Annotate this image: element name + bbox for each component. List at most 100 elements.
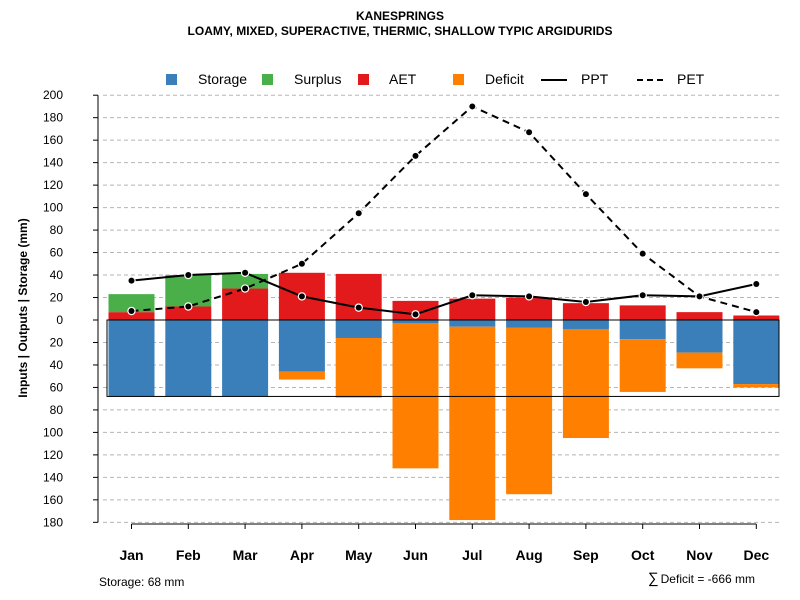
ppt-point bbox=[185, 272, 192, 279]
deficit-footnote-text: Deficit = -666 mm bbox=[660, 572, 755, 586]
legend-swatch-storage bbox=[166, 74, 177, 85]
pet-point bbox=[298, 260, 305, 267]
x-tick-label: Jan bbox=[119, 547, 143, 563]
legend-line-ppt bbox=[541, 79, 567, 81]
storage-capacity-box bbox=[106, 319, 780, 397]
storage-bar bbox=[506, 320, 553, 328]
legend-label-deficit: Deficit bbox=[485, 71, 524, 87]
legend-swatch-aet bbox=[358, 74, 369, 85]
storage-bar bbox=[392, 320, 439, 324]
pet-point bbox=[753, 309, 760, 316]
chart-subtitle: LOAMY, MIXED, SUPERACTIVE, THERMIC, SHAL… bbox=[187, 24, 613, 38]
storage-footnote: Storage: 68 mm bbox=[99, 575, 185, 589]
x-tick-label: Mar bbox=[233, 547, 258, 563]
legend-label-ppt: PPT bbox=[581, 71, 609, 87]
aet-bar bbox=[449, 298, 496, 320]
aet-bar bbox=[335, 273, 382, 320]
pet-point bbox=[242, 285, 249, 292]
aet-bar bbox=[506, 297, 553, 320]
y-tick-label: 40 bbox=[50, 358, 64, 372]
pet-point bbox=[526, 129, 533, 136]
ppt-point bbox=[639, 292, 646, 299]
ppt-point bbox=[753, 281, 760, 288]
x-tick-label: Oct bbox=[631, 547, 655, 563]
aet-bar bbox=[165, 306, 212, 320]
storage-bar bbox=[222, 320, 269, 397]
pet-point bbox=[355, 210, 362, 217]
ppt-point bbox=[355, 304, 362, 311]
deficit-bar bbox=[676, 352, 723, 369]
storage-bar bbox=[676, 320, 723, 353]
y-tick-label: 100 bbox=[43, 201, 63, 215]
ppt-point bbox=[582, 299, 589, 306]
y-tick-label: 0 bbox=[56, 313, 63, 327]
aet-bar bbox=[676, 312, 723, 320]
x-tick-label: Dec bbox=[743, 547, 769, 563]
x-tick-label: Sep bbox=[573, 547, 599, 563]
legend: Storage Surplus AET Deficit PPT PET bbox=[0, 71, 800, 89]
pet-point bbox=[128, 308, 135, 315]
y-tick-label: 140 bbox=[43, 470, 63, 484]
x-tick-label: Jul bbox=[462, 547, 482, 563]
aet-bar bbox=[619, 305, 666, 320]
y-tick-label: 200 bbox=[43, 88, 63, 102]
y-tick-label: 60 bbox=[50, 246, 64, 260]
pet-point bbox=[185, 303, 192, 310]
surplus-bar bbox=[108, 294, 155, 313]
pet-point bbox=[582, 191, 589, 198]
legend-line-pet bbox=[637, 79, 663, 81]
legend-swatch-deficit bbox=[453, 74, 464, 85]
ppt-line bbox=[131, 271, 757, 316]
x-tick-label: Aug bbox=[515, 547, 542, 563]
y-tick-label: 140 bbox=[43, 156, 63, 170]
y-tick-label: 60 bbox=[50, 380, 64, 394]
ppt-point bbox=[526, 293, 533, 300]
y-tick-label: 80 bbox=[50, 403, 64, 417]
ppt-point bbox=[469, 292, 476, 299]
y-tick-label: 160 bbox=[43, 493, 63, 507]
y-tick-label: 180 bbox=[43, 515, 63, 529]
aet-bar bbox=[108, 312, 155, 320]
aet-bar bbox=[562, 303, 609, 320]
storage-bar bbox=[449, 320, 496, 327]
storage-bar bbox=[733, 320, 780, 385]
ppt-point bbox=[128, 277, 135, 284]
deficit-bar bbox=[449, 326, 496, 521]
legend-label-surplus: Surplus bbox=[294, 71, 342, 87]
deficit-bar bbox=[562, 328, 609, 439]
sum-icon: ∑ bbox=[647, 570, 659, 587]
storage-bar bbox=[278, 320, 325, 372]
deficit-bar bbox=[506, 327, 553, 495]
deficit-bar bbox=[392, 323, 439, 469]
y-tick-label: 20 bbox=[50, 291, 64, 305]
y-tick-label: 80 bbox=[50, 223, 64, 237]
pet-point bbox=[696, 293, 703, 300]
legend-label-aet: AET bbox=[389, 71, 417, 87]
deficit-bar bbox=[335, 337, 382, 398]
y-tick-label: 160 bbox=[43, 133, 63, 147]
aet-bar bbox=[733, 315, 780, 320]
pet-point bbox=[412, 152, 419, 159]
y-tick-label: 120 bbox=[43, 178, 63, 192]
storage-bar bbox=[165, 320, 212, 397]
y-tick-label: 100 bbox=[43, 425, 63, 439]
x-tick-label: May bbox=[345, 547, 372, 563]
x-tick-label: Feb bbox=[176, 547, 201, 563]
pet-line bbox=[131, 105, 757, 314]
legend-label-storage: Storage bbox=[198, 71, 248, 87]
y-tick-label: 180 bbox=[43, 111, 63, 125]
storage-bar bbox=[562, 320, 609, 329]
deficit-footnote: ∑ Deficit = -666 mm bbox=[648, 570, 755, 587]
x-tick-label: Apr bbox=[290, 547, 315, 563]
pet-point bbox=[639, 250, 646, 257]
y-axis-title: Inputs | Outputs | Storage (mm) bbox=[16, 218, 30, 397]
storage-bar bbox=[335, 320, 382, 338]
x-tick-label: Jun bbox=[403, 547, 428, 563]
deficit-bar bbox=[733, 384, 780, 388]
y-tick-label: 40 bbox=[50, 268, 64, 282]
chart-title: KANESPRINGS bbox=[355, 9, 444, 23]
deficit-bar bbox=[619, 339, 666, 392]
x-tick-label: Nov bbox=[686, 547, 713, 563]
ppt-point bbox=[242, 269, 249, 276]
